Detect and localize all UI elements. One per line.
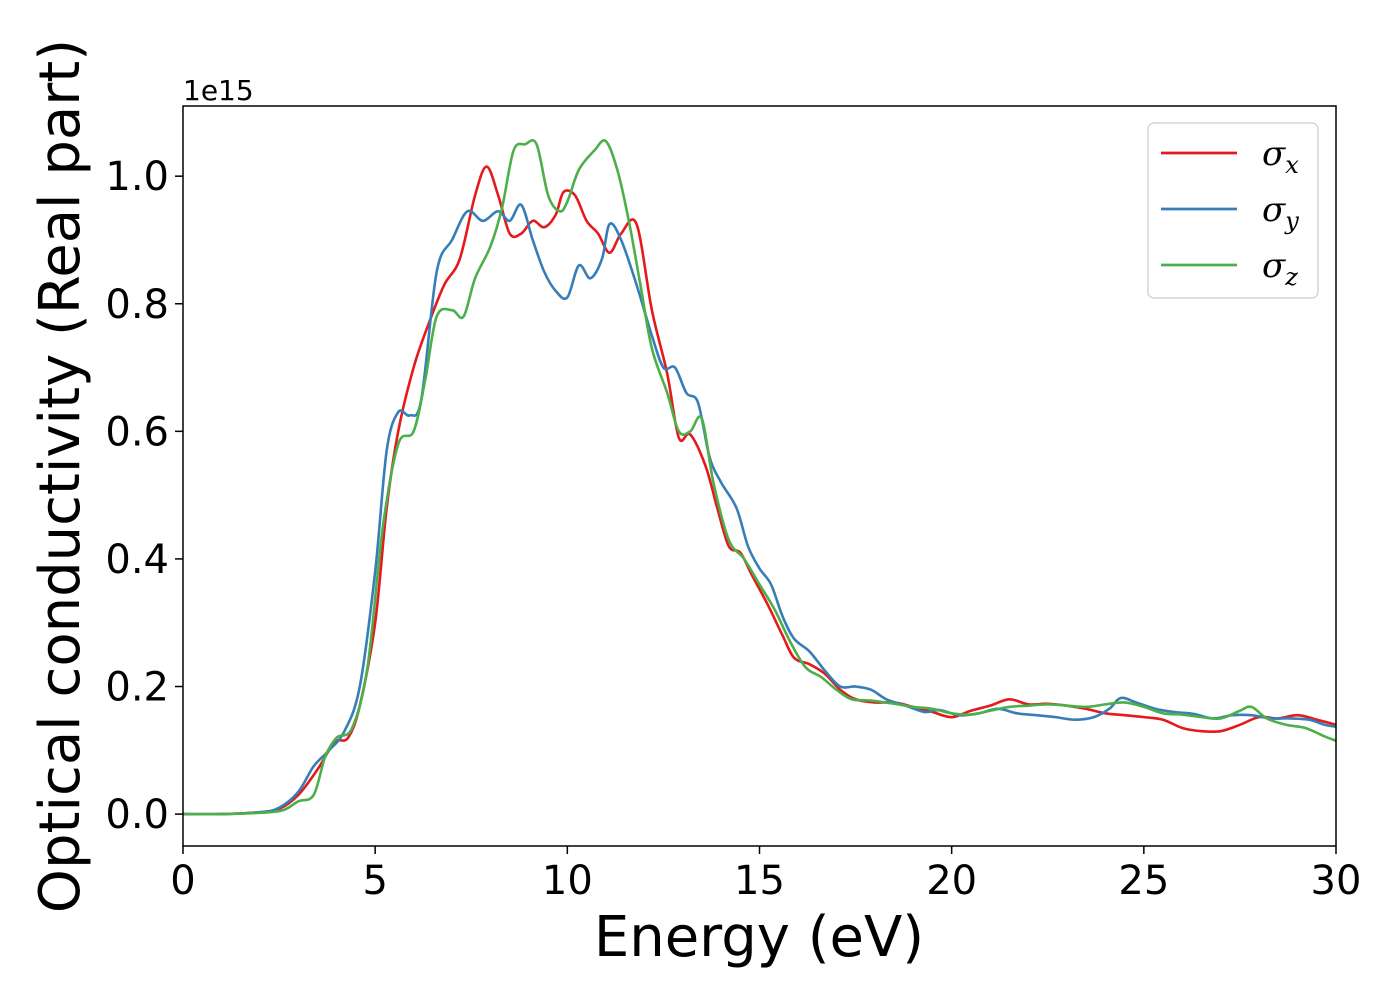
x-axis-ticks: 0 5 10 15 20 25 30 — [170, 846, 1361, 904]
y-offset-text: 1e15 — [183, 74, 254, 107]
y-tick-label: 0.0 — [105, 792, 169, 838]
x-axis-label: Energy (eV) — [594, 905, 924, 970]
x-tick-label: 30 — [1311, 858, 1362, 904]
y-axis-label: Optical conductivity (Real part) — [28, 39, 93, 913]
x-tick-label: 25 — [1118, 858, 1169, 904]
legend-box — [1147, 122, 1319, 299]
y-tick-label: 0.8 — [105, 282, 169, 328]
y-tick-label: 0.4 — [105, 537, 169, 583]
x-tick-label: 0 — [170, 858, 195, 904]
y-tick-label: 0.2 — [105, 665, 169, 711]
x-tick-label: 10 — [542, 858, 593, 904]
y-tick-label: 1.0 — [105, 154, 169, 200]
x-tick-label: 15 — [734, 858, 785, 904]
y-axis-ticks: 0.0 0.2 0.4 0.6 0.8 1.0 — [105, 154, 183, 838]
series-line-sigma-z — [182, 138, 1337, 816]
x-tick-label: 20 — [926, 858, 977, 904]
x-tick-label: 5 — [362, 858, 387, 904]
series-lines — [182, 138, 1337, 816]
y-tick-label: 0.6 — [105, 409, 169, 455]
